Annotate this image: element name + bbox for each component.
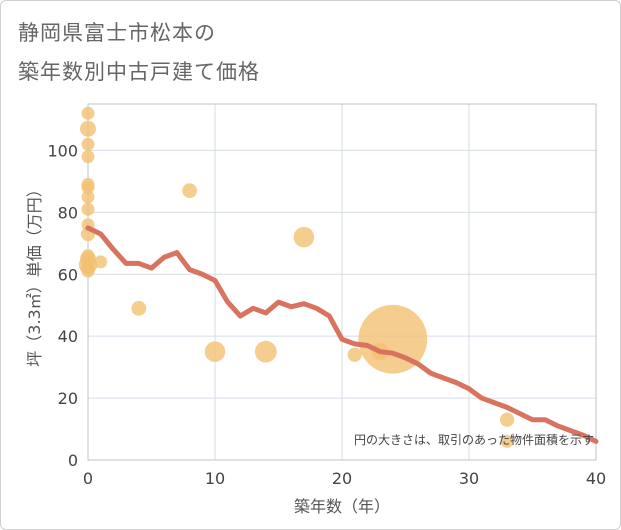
size-note: 円の大きさは、取引のあった物件面積を示す (354, 432, 594, 447)
data-bubble (81, 137, 95, 151)
data-bubble (254, 340, 277, 363)
data-bubble (182, 183, 198, 199)
y-tick-label: 20 (58, 389, 78, 408)
average-price-line (85, 225, 599, 444)
x-tick-label: 40 (586, 469, 606, 488)
x-axis-label: 築年数（年） (294, 497, 390, 516)
data-bubble (94, 255, 108, 269)
data-bubble (81, 264, 95, 278)
data-bubble (347, 347, 362, 362)
data-bubble (81, 150, 95, 164)
chart-title-line1: 静岡県富士市松本の (18, 21, 216, 45)
data-bubble (500, 434, 514, 448)
data-bubble (81, 181, 95, 195)
grid (87, 104, 597, 461)
x-tick-label: 30 (459, 469, 479, 488)
data-bubble (204, 341, 226, 362)
y-tick-label: 0 (68, 451, 78, 470)
chart-title-line2: 築年数別中古戸建て価格 (18, 60, 260, 84)
trend-line-group (85, 225, 599, 444)
y-tick-label: 100 (47, 141, 78, 160)
y-tick-label: 60 (58, 265, 78, 284)
data-bubble (80, 120, 96, 137)
data-bubble (81, 106, 95, 120)
x-tick-label: 20 (332, 469, 352, 488)
x-tick-label: 10 (205, 469, 225, 488)
data-bubble (499, 412, 515, 427)
bubbles (78, 106, 515, 448)
data-bubble (81, 202, 95, 216)
y-axis-label: 坪（3.3㎡）単価（万円） (25, 181, 44, 366)
data-bubble (131, 300, 147, 316)
x-tick-label: 0 (83, 469, 93, 488)
data-bubble (81, 249, 95, 263)
plot-area (87, 103, 597, 461)
data-bubble (293, 226, 315, 248)
data-bubble (81, 190, 95, 204)
axis-ticks: 0 10 20 30 40 0 20 40 60 80 100 (47, 141, 606, 488)
y-tick-label: 40 (58, 327, 78, 346)
y-tick-label: 80 (58, 203, 78, 222)
